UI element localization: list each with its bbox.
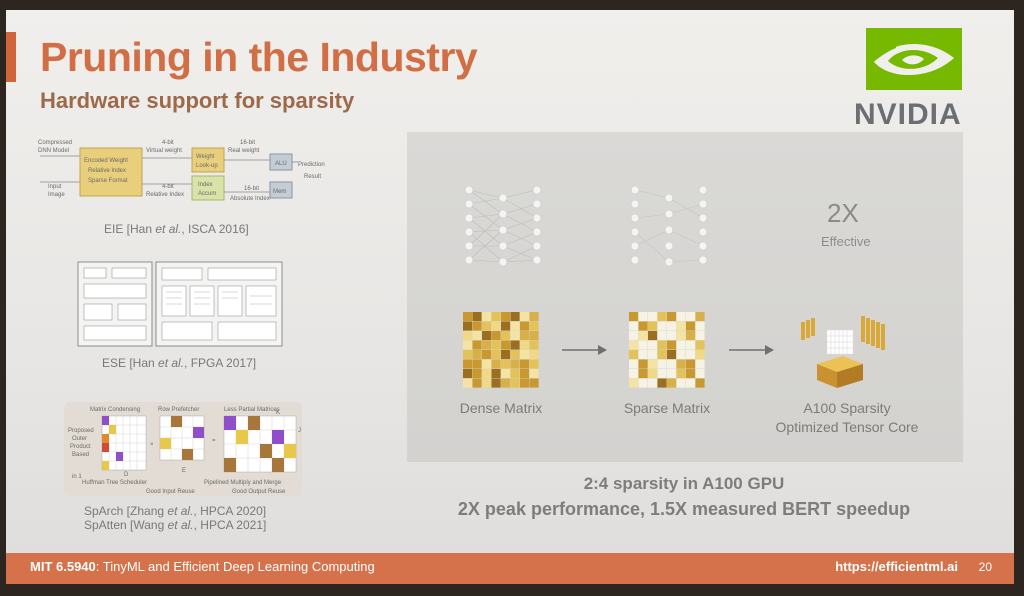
arrow-icon [562,345,607,355]
eie-label-4bit-top: 4-bit [162,140,174,146]
nvidia-wordmark: NVIDIA [854,98,962,131]
arrow-icon [729,345,774,355]
eie-label-16bit-bottom: 16-bit [244,186,259,192]
a100-sparsity-panel: 2X Effective Dense Matr [407,132,963,462]
a100-caption-line2: 2X peak performance, 1.5X measured BERT … [457,499,911,519]
eie-label-weight: Weight [196,154,215,160]
sparch-label-good-input: Good Input Reuse [146,489,195,495]
eie-label-result: Result [304,174,321,180]
nvidia-eye-icon [866,28,962,90]
sparch-label-product: Product [70,444,91,450]
sparse-matrix-graphic [629,312,705,388]
eie-label-mem: Mem [273,189,286,195]
eie-label-real-weight: Real weight [228,148,260,154]
effective-speedup-value: 2X [827,198,859,228]
eie-label-relative: Relative Index [88,168,126,174]
sparch-label-condensing: Matrix Condensing [90,407,140,413]
eie-label-virtual-weight: Virtual weight [146,148,182,154]
ese-diagram [77,261,283,347]
sparch-label-j: J [298,428,301,434]
effective-speedup-label: Effective [821,234,871,249]
eie-label-encoded: Encoded Weight [84,158,128,164]
eie-label-image: Image [48,192,65,198]
sparch-label-k: K [276,410,280,416]
sparch-label-prefetcher: Row Prefetcher [158,407,199,413]
sparch-label-d: D [124,472,129,478]
eie-label-dnn-model: DNN Model [38,148,69,154]
title-accent-bar [6,32,16,82]
course-title: MIT 6.5940: TinyML and Efficient Deep Le… [30,559,375,574]
eie-label-sparse: Sparse Format [88,178,128,184]
tensor-core-label-line1: A100 Sparsity [803,400,891,416]
ese-caption: ESE [Han et al., FPGA 2017] [102,356,257,370]
sparch-label-less-partial: Less Partial Matrices [224,407,280,413]
eie-label-relative-index: Relative Index [146,192,184,198]
sparch-label-outer: Outer [72,436,87,442]
svg-text:=: = [212,438,216,444]
tensor-core-label-line2: Optimized Tensor Core [775,419,919,435]
sparch-label-good-output: Good Output Reuse [232,489,286,495]
sparse-network-graphic [630,185,708,267]
slide-footer: MIT 6.5940: TinyML and Efficient Deep Le… [6,553,1014,584]
slide-title: Pruning in the Industry [40,34,478,80]
slide: Pruning in the Industry Hardware support… [6,10,1014,584]
svg-text:×: × [150,442,154,448]
eie-label-index: Index [198,182,213,188]
sparch-label-based: Based [72,452,89,458]
dense-matrix-label: Dense Matrix [459,400,543,416]
spatten-caption: SpAtten [Wang et al., HPCA 2021] [84,518,267,532]
sparch-label-proposed: Proposed [68,428,94,434]
sparch-label-pipelined: Pipelined Multiply and Merge [204,480,282,486]
dense-matrix-graphic [463,312,539,388]
eie-label-absolute-index: Absolute Index [230,196,270,202]
eie-label-alu: ALU [275,161,287,167]
tensor-core-graphic [801,316,885,388]
eie-label-accum: Accum [198,191,216,197]
eie-diagram: Compressed DNN Model Input Image Encoded… [38,140,325,202]
eie-caption: EIE [Han et al., ISCA 2016] [104,222,249,236]
a100-caption-line1: 2:4 sparsity in A100 GPU [583,474,785,493]
eie-label-input: Input [48,184,62,190]
course-url-link[interactable]: https://efficientml.ai [835,559,958,574]
dense-network-graphic [464,185,542,267]
page-number: 20 [978,560,992,574]
eie-label-lookup: Look-up [196,163,218,169]
eie-label-compressed: Compressed [38,140,72,146]
sparch-label-in: in 1 [72,474,82,480]
eie-label-4bit-bottom: 4-bit [162,184,174,190]
sparch-caption: SpArch [Zhang et al., HPCA 2020] [84,504,267,518]
sparch-diagram: Matrix Condensing Row Prefetcher Less Pa… [64,402,302,496]
sparse-matrix-label: Sparse Matrix [623,400,711,416]
slide-subtitle: Hardware support for sparsity [40,88,355,113]
sparch-label-e: E [182,468,186,474]
sparch-label-huffman: Huffman Tree Scheduler [82,480,147,486]
eie-label-16bit-top: 16-bit [240,140,255,146]
eie-label-prediction: Prediction [298,162,325,168]
